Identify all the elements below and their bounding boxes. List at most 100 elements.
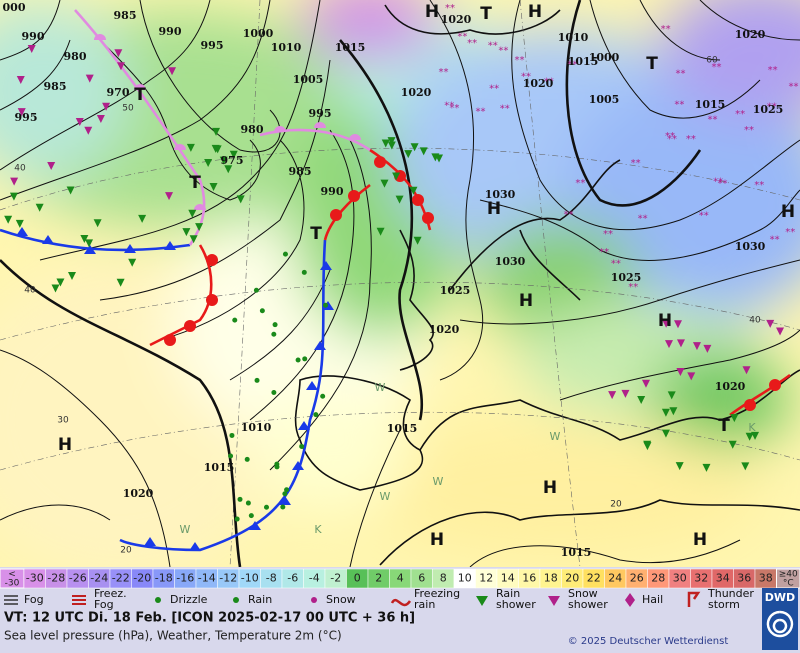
snow-star: ** — [768, 65, 778, 76]
legend-label: Freezing rain — [414, 587, 460, 611]
scale-label: -22 — [112, 572, 130, 585]
scale-label: 2 — [375, 572, 382, 585]
scale-label: 24 — [608, 572, 622, 585]
snow-shower — [165, 192, 174, 201]
rain-shower — [395, 195, 404, 204]
legend-label: Freez. Fog — [94, 587, 127, 611]
pressure-center: H — [58, 435, 72, 455]
front-semicircle — [164, 334, 176, 346]
pressure-label: 1010 — [558, 31, 589, 44]
snow-star: ** — [603, 229, 613, 240]
rain-shower — [751, 431, 760, 440]
isotherm-label: 20 — [610, 500, 622, 510]
pressure-label: 1015 — [695, 98, 726, 111]
snow-shower — [16, 76, 25, 85]
color-scale: <-30 -30 -28 -26 -24 -22 -20 -18 -16 -14 -12 -10 -8-… — [0, 568, 800, 589]
front-triangle — [279, 496, 291, 505]
rain-shower — [93, 219, 102, 228]
scale-label: 30 — [673, 572, 687, 585]
pressure-center: T — [310, 224, 322, 244]
isobar — [559, 329, 800, 401]
air-mass-label: W — [180, 523, 191, 536]
front-semicircle — [348, 190, 360, 202]
rain-shower — [392, 172, 401, 181]
pressure-label: 1025 — [611, 271, 642, 284]
pressure-label: 1010 — [241, 421, 272, 434]
isobar — [349, 429, 401, 567]
snow-shower — [641, 379, 650, 388]
rain-shower — [643, 440, 652, 449]
scale-label: 22 — [587, 572, 601, 585]
pressure-label: 985 — [114, 9, 137, 22]
scale-label: -18 — [155, 572, 173, 585]
front-semicircle — [374, 156, 386, 168]
pressure-label: 980 — [64, 50, 87, 63]
snow-shower — [608, 391, 617, 400]
snow-star: ** — [707, 115, 717, 126]
rain-shower — [413, 236, 422, 245]
isobar-1015 — [339, 39, 423, 421]
rain-shower — [182, 228, 191, 237]
rain-dot — [228, 453, 234, 459]
rain-shower — [431, 153, 440, 162]
rain-dot — [254, 377, 260, 383]
front-triangle — [306, 381, 318, 390]
legend-label: Drizzle — [170, 593, 208, 606]
snow-shower — [114, 49, 123, 58]
rain-shower — [188, 209, 197, 218]
rain-shower — [80, 234, 89, 243]
scale-high-label: ≥40 — [779, 570, 798, 580]
snow-shower — [687, 372, 696, 381]
scale-high-label: °C — [783, 579, 794, 589]
snow-star: ** — [488, 40, 498, 51]
snow-star: ** — [498, 46, 508, 57]
front-triangle — [314, 341, 326, 350]
snow-star: ** — [500, 104, 510, 115]
pressure-label: 1000 — [589, 51, 620, 64]
snow-star: ** — [661, 24, 671, 35]
front-semicircle — [206, 254, 218, 266]
logo-text: DWD — [765, 591, 795, 604]
scale-label: 28 — [651, 572, 665, 585]
rain-shower — [702, 463, 711, 472]
rain-shower — [637, 395, 646, 404]
occlusion-symbol — [314, 122, 326, 128]
cold-front — [119, 239, 327, 552]
pressure-label: 1020 — [441, 13, 472, 26]
isobar — [429, 0, 484, 381]
rain-dot — [264, 504, 270, 510]
legend-icon — [548, 596, 560, 606]
rain-shower — [661, 429, 670, 438]
rain-dot — [301, 269, 307, 275]
isobar — [0, 0, 61, 61]
snow-shower — [742, 366, 751, 375]
pressure-center: T — [718, 416, 730, 436]
rain-shower — [219, 156, 228, 165]
rain-shower — [229, 150, 238, 159]
rain-dot — [259, 308, 265, 314]
pressure-label: 000 — [3, 1, 26, 14]
rain-shower — [661, 408, 670, 417]
rain-shower — [669, 407, 678, 416]
isobar — [589, 0, 761, 119]
pressure-center: H — [543, 478, 557, 498]
isobar — [511, 0, 800, 231]
logo-icon — [766, 610, 794, 638]
front-triangle — [189, 542, 201, 551]
isotherm-label: 50 — [122, 104, 134, 114]
rain-shower — [9, 192, 18, 201]
pressure-label: 970 — [107, 86, 130, 99]
occlusion-symbol — [94, 34, 106, 40]
front-semicircle — [206, 294, 218, 306]
pressure-label: 995 — [201, 39, 224, 52]
rain-shower — [224, 165, 233, 174]
snow-star: ** — [628, 282, 638, 293]
scale-label: -12 — [219, 572, 237, 585]
isobar — [639, 0, 721, 61]
legend-icon — [625, 593, 635, 607]
rain-shower — [189, 235, 198, 244]
rain-dot — [282, 491, 288, 497]
legend-icon — [311, 597, 317, 603]
snow-shower — [96, 114, 105, 123]
